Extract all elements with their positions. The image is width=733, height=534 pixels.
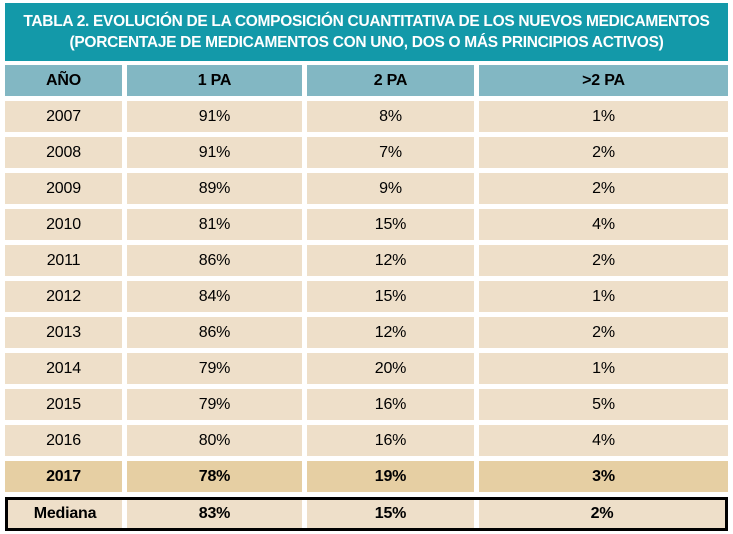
table-row-2011: 2011 86% 12% 2% xyxy=(5,245,728,276)
value-cell: 86% xyxy=(127,317,302,348)
year-cell: 2010 xyxy=(5,209,122,240)
table-header-row: AÑO 1 PA 2 PA >2 PA xyxy=(5,65,728,96)
value-cell: 86% xyxy=(127,245,302,276)
value-cell: 79% xyxy=(127,353,302,384)
value-cell: 16% xyxy=(307,425,474,456)
table-row-2014: 2014 79% 20% 1% xyxy=(5,353,728,384)
value-cell: 9% xyxy=(307,173,474,204)
value-cell: 78% xyxy=(127,461,302,492)
table-row-2010: 2010 81% 15% 4% xyxy=(5,209,728,240)
year-cell: 2007 xyxy=(5,101,122,132)
value-cell: 1% xyxy=(479,353,728,384)
table-row-2015: 2015 79% 16% 5% xyxy=(5,389,728,420)
median-row-border: Mediana 83% 15% 2% xyxy=(5,497,728,531)
value-cell: 84% xyxy=(127,281,302,312)
value-cell: 2% xyxy=(479,500,725,528)
table-row-2013: 2013 86% 12% 2% xyxy=(5,317,728,348)
column-header-1pa: 1 PA xyxy=(127,65,302,96)
value-cell: 2% xyxy=(479,173,728,204)
value-cell: 16% xyxy=(307,389,474,420)
value-cell: 2% xyxy=(479,245,728,276)
value-cell: 83% xyxy=(127,500,302,528)
median-label: Mediana xyxy=(8,500,122,528)
value-cell: 19% xyxy=(307,461,474,492)
value-cell: 1% xyxy=(479,101,728,132)
column-header-ano: AÑO xyxy=(5,65,122,96)
table-title-line-2: (PORCENTAJE DE MEDICAMENTOS CON UNO, DOS… xyxy=(69,34,664,51)
table-row-2009: 2009 89% 9% 2% xyxy=(5,173,728,204)
value-cell: 12% xyxy=(307,317,474,348)
value-cell: 4% xyxy=(479,209,728,240)
value-cell: 8% xyxy=(307,101,474,132)
table-row-2008: 2008 91% 7% 2% xyxy=(5,137,728,168)
year-cell: 2008 xyxy=(5,137,122,168)
table-row-2017-highlighted: 2017 78% 19% 3% xyxy=(5,461,728,492)
value-cell: 81% xyxy=(127,209,302,240)
column-header-2pa: 2 PA xyxy=(307,65,474,96)
year-cell: 2012 xyxy=(5,281,122,312)
value-cell: 12% xyxy=(307,245,474,276)
year-cell: 2014 xyxy=(5,353,122,384)
value-cell: 7% xyxy=(307,137,474,168)
value-cell: 1% xyxy=(479,281,728,312)
value-cell: 3% xyxy=(479,461,728,492)
value-cell: 15% xyxy=(307,281,474,312)
table-row-2007: 2007 91% 8% 1% xyxy=(5,101,728,132)
value-cell: 20% xyxy=(307,353,474,384)
value-cell: 91% xyxy=(127,137,302,168)
value-cell: 91% xyxy=(127,101,302,132)
value-cell: 4% xyxy=(479,425,728,456)
year-cell: 2016 xyxy=(5,425,122,456)
year-cell: 2013 xyxy=(5,317,122,348)
value-cell: 79% xyxy=(127,389,302,420)
value-cell: 15% xyxy=(307,209,474,240)
table-row-mediana: Mediana 83% 15% 2% xyxy=(8,500,725,528)
table-title-line-1: TABLA 2. EVOLUCIÓN DE LA COMPOSICIÓN CUA… xyxy=(23,13,710,30)
value-cell: 2% xyxy=(479,137,728,168)
year-cell: 2011 xyxy=(5,245,122,276)
value-cell: 5% xyxy=(479,389,728,420)
year-cell: 2009 xyxy=(5,173,122,204)
column-header-gt2pa: >2 PA xyxy=(479,65,728,96)
value-cell: 2% xyxy=(479,317,728,348)
year-cell: 2015 xyxy=(5,389,122,420)
value-cell: 89% xyxy=(127,173,302,204)
year-cell: 2017 xyxy=(5,461,122,492)
table-title: TABLA 2. EVOLUCIÓN DE LA COMPOSICIÓN CUA… xyxy=(5,3,728,61)
table-row-2012: 2012 84% 15% 1% xyxy=(5,281,728,312)
table-row-2016: 2016 80% 16% 4% xyxy=(5,425,728,456)
value-cell: 15% xyxy=(307,500,474,528)
value-cell: 80% xyxy=(127,425,302,456)
